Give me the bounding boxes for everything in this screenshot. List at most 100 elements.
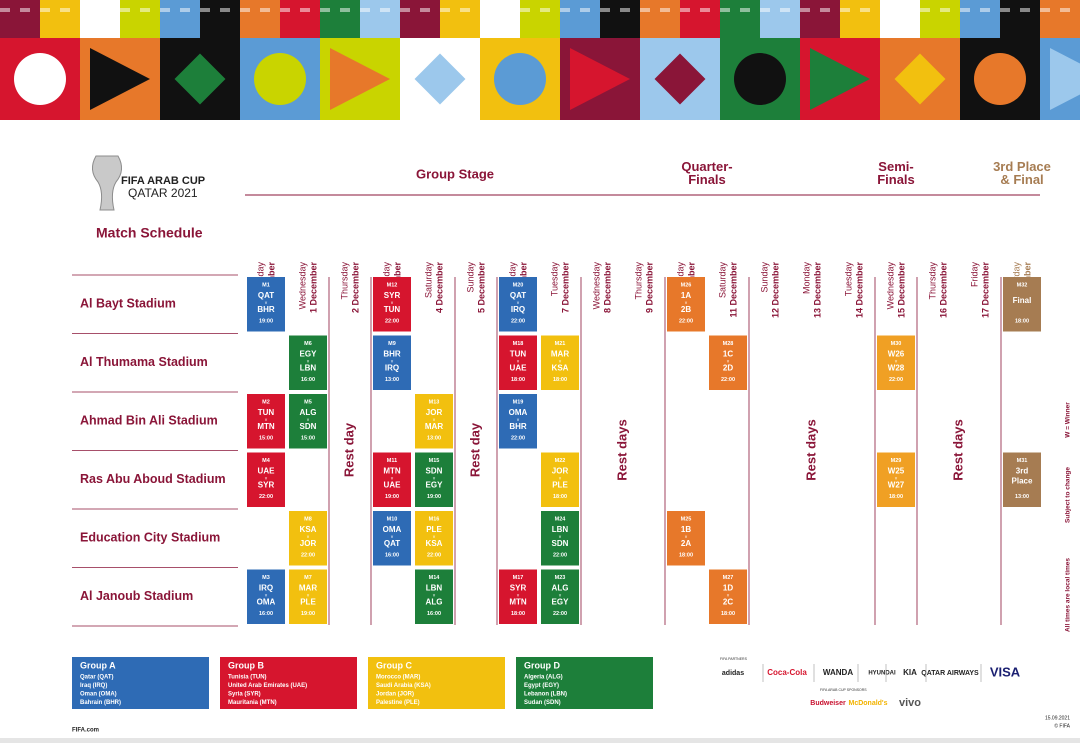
match-card — [415, 394, 453, 449]
match-vs: v — [517, 593, 520, 598]
day-weekday: Wednesday — [297, 262, 307, 310]
match-time: 18:00 — [553, 494, 567, 500]
banner-stripe — [260, 8, 270, 12]
match-id: M29 — [891, 458, 902, 464]
match-vs: v — [559, 359, 562, 364]
day-date: 12 December — [770, 262, 780, 319]
match-card — [415, 569, 453, 624]
match-id: M32 — [1017, 282, 1028, 288]
schedule-grid: Group Stage Quarter-Finals Semi-Finals 3rd … — [0, 159, 1080, 743]
match-away: IRQ — [385, 364, 399, 373]
day-date: 9 December — [644, 262, 654, 314]
rest-day-label: Rest day — [341, 422, 356, 477]
match-home: 1D — [723, 584, 733, 593]
match-vs: v — [559, 534, 562, 539]
match-home: OMA — [509, 408, 528, 417]
banner-stripe — [460, 8, 470, 12]
match-title: Final — [1013, 296, 1032, 305]
banner-stripe — [680, 8, 690, 12]
banner-stripe — [40, 8, 50, 12]
partner-logo: Coca-Cola — [767, 668, 807, 677]
match-home: MAR — [551, 350, 569, 359]
banner-stripe — [800, 8, 810, 12]
match-id: M26 — [681, 282, 692, 288]
match-away: IRQ — [511, 305, 525, 314]
side-note: All times are local times — [1065, 558, 1072, 632]
banner-triangle — [810, 48, 870, 110]
stadium-name: Al Thumama Stadium — [80, 355, 208, 369]
match-card — [877, 452, 915, 507]
sponsor-label: FIFA PARTNERS — [720, 657, 748, 661]
banner-tile — [160, 0, 200, 38]
banner-stripe — [420, 8, 430, 12]
match-id: M14 — [429, 575, 441, 581]
banner-tile — [440, 0, 480, 38]
match-time: 22:00 — [721, 377, 735, 383]
match-id: M3 — [262, 575, 270, 581]
schedule-title: Match Schedule — [96, 225, 203, 241]
match-vs: v — [517, 359, 520, 364]
day-date: 1 December — [308, 262, 318, 314]
banner-tile — [760, 0, 800, 38]
match-away: TUN — [384, 305, 401, 314]
banner-stripe — [660, 8, 670, 12]
match-time: 18:00 — [511, 377, 525, 383]
banner-tile — [480, 0, 520, 38]
group-team: Algeria (ALG) — [524, 675, 563, 681]
side-note: W = Winner — [1065, 402, 1072, 438]
banner-tile — [880, 0, 920, 38]
stadium-name: Education City Stadium — [80, 531, 220, 545]
logo: FIFA ARAB CUP QATAR 2021 Match Schedule — [92, 155, 205, 241]
match-time: 18:00 — [1015, 318, 1029, 324]
footer-bar — [0, 738, 1080, 743]
match-time: 22:00 — [511, 318, 525, 324]
day-date: 5 December — [476, 262, 486, 314]
group-box — [368, 657, 505, 709]
match-id: M7 — [304, 575, 312, 581]
partner-logo: adidas — [722, 670, 744, 677]
banner-tile — [1000, 0, 1040, 38]
banner-circle — [14, 53, 66, 105]
match-time: 13:00 — [385, 377, 399, 383]
banner-tile — [920, 0, 960, 38]
banner-stripe — [700, 8, 710, 12]
match-card — [289, 569, 327, 624]
banner-stripe — [520, 8, 530, 12]
match-home: TUN — [510, 350, 527, 359]
day-weekday: Wednesday — [591, 262, 601, 310]
banner-stripe — [1020, 8, 1030, 12]
partner-logo: VISA — [990, 664, 1021, 679]
logo-title: FIFA ARAB CUP — [121, 175, 205, 187]
match-vs: v — [895, 476, 898, 481]
match-id: M11 — [387, 458, 397, 464]
group-team: Palestine (PLE) — [376, 700, 420, 706]
banner-tile — [400, 0, 440, 38]
stage-header: Quarter-Finals — [681, 159, 732, 187]
banner-stripe — [340, 8, 350, 12]
group-box — [516, 657, 653, 709]
match-away: MTN — [509, 598, 527, 607]
match-card — [373, 452, 411, 507]
day-weekday: Friday — [969, 262, 979, 288]
match-id: M8 — [304, 516, 312, 522]
banner-stripe — [100, 8, 110, 12]
match-away: OMA — [257, 598, 276, 607]
match-away: ALG — [426, 598, 443, 607]
rest-day-label: Rest day — [467, 422, 482, 477]
banner-circle — [734, 53, 786, 105]
banner-stripe — [80, 8, 90, 12]
banner-tile — [560, 0, 600, 38]
group-team: Egypt (EGY) — [524, 683, 559, 689]
banner-diamond — [174, 53, 226, 105]
match-vs: v — [433, 417, 436, 422]
match-away: PLE — [300, 598, 316, 607]
banner-tile — [800, 0, 840, 38]
match-vs: v — [265, 300, 268, 305]
match-vs: v — [391, 359, 394, 364]
match-card — [373, 277, 411, 332]
match-time: 15:00 — [259, 435, 273, 441]
group-team: Tunisia (TUN) — [228, 675, 267, 681]
match-away: SYR — [258, 481, 275, 490]
rest-day-label: Rest days — [803, 419, 818, 480]
match-away: 2B — [681, 305, 691, 314]
